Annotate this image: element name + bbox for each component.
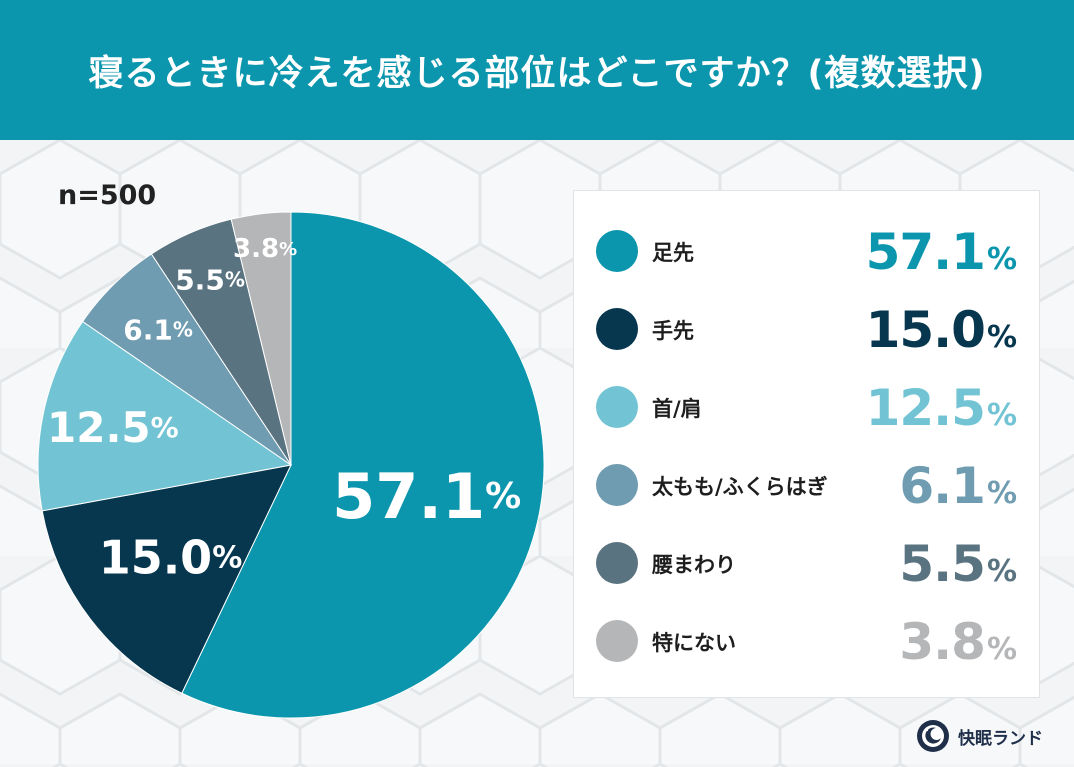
legend-item: 特にない 3.8% [574,611,1041,671]
legend-item: 首/肩 12.5% [574,377,1041,437]
legend-value: 57.1% [865,223,1017,281]
legend-value: 15.0% [865,301,1017,359]
legend-panel: 足先 57.1% 手先 15.0% 首/肩 12.5% 太もも/ふくらはぎ 6.1% 腰まわり 5… [573,190,1040,698]
legend-value: 12.5% [865,379,1017,437]
header-banner: 寝るときに冷えを感じる部位はどこですか？(複数選択) [0,0,1074,140]
legend-swatch [596,620,638,662]
pie-slice-label-3: 12.5% [47,402,179,451]
sample-size-label: n=500 [58,180,157,211]
brand: 快眠ランド [916,718,1043,754]
legend-item: 腰まわり 5.5% [574,533,1041,593]
pie-slice-label-2: 15.0% [99,530,243,584]
pie-slice-1 [181,211,545,719]
brand-name: 快眠ランド [958,728,1043,749]
legend-swatch [596,464,638,506]
pie-slice-label-6: 3.8% [233,234,297,264]
legend-value: 3.8% [899,613,1017,671]
legend-item: 手先 15.0% [574,299,1041,359]
legend-label: 手先 [652,319,694,343]
pie-slice-label-1: 57.1% [332,459,521,532]
sleep-brand-logo-icon [917,720,949,752]
legend-label: 首/肩 [652,397,702,421]
pie-slice-label-5: 5.5% [175,263,245,296]
legend-item: 足先 57.1% [574,221,1041,281]
legend-value: 5.5% [899,535,1017,593]
pie-slice-2 [41,464,292,694]
pie-chart: 57.1% 15.0% 12.5% 6.1% 5.5%3.8% [37,211,545,719]
legend-label: 腰まわり [652,553,736,577]
legend-label: 足先 [652,241,694,265]
legend-swatch [596,308,638,350]
pie-slice-6 [230,211,292,466]
chart-title: 寝るときに冷えを感じる部位はどこですか？(複数選択) [88,53,986,94]
pie-slice-3 [37,320,293,512]
legend-swatch [596,542,638,584]
legend-value: 6.1% [899,457,1017,515]
legend-item: 太もも/ふくらはぎ 6.1% [574,455,1041,515]
legend-swatch [596,230,638,272]
legend-swatch [596,386,638,428]
legend-label: 太もも/ふくらはぎ [652,475,828,499]
legend-label: 特にない [652,631,736,655]
pie-slice-label-4: 6.1% [123,313,193,346]
